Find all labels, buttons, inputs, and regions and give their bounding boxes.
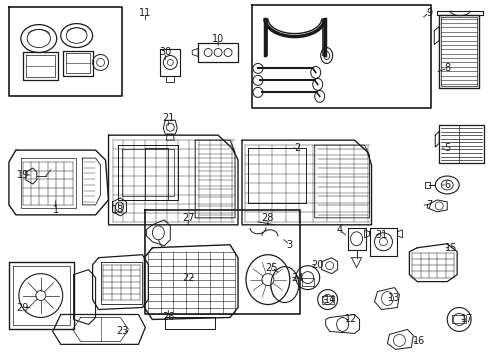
Text: 26: 26 [162,312,174,323]
Text: 30: 30 [159,48,171,58]
Text: 23: 23 [116,327,128,336]
Text: 16: 16 [412,336,425,346]
Text: 1: 1 [53,205,59,215]
Text: 10: 10 [211,33,224,44]
Text: 9: 9 [426,8,431,18]
Text: 11: 11 [139,8,151,18]
Text: 29: 29 [17,302,29,312]
Text: 18: 18 [112,205,124,215]
Text: 4: 4 [336,225,342,235]
Text: 14: 14 [323,294,335,305]
Text: 27: 27 [182,213,194,223]
Text: 19: 19 [17,170,29,180]
Text: 7: 7 [425,200,431,210]
Text: 25: 25 [265,263,278,273]
Text: 8: 8 [443,63,449,73]
Text: 22: 22 [182,273,194,283]
Text: 21: 21 [162,113,174,123]
Text: 12: 12 [345,314,357,324]
Text: 3: 3 [286,240,292,250]
Text: 13: 13 [387,293,400,302]
Text: 20: 20 [311,260,323,270]
Text: 2: 2 [294,143,300,153]
Text: 28: 28 [261,213,274,223]
Text: 15: 15 [444,243,456,253]
Text: 5: 5 [443,143,449,153]
Text: 17: 17 [460,314,472,324]
Text: 24: 24 [291,273,304,283]
Text: 31: 31 [375,230,387,240]
Text: 6: 6 [443,180,449,190]
